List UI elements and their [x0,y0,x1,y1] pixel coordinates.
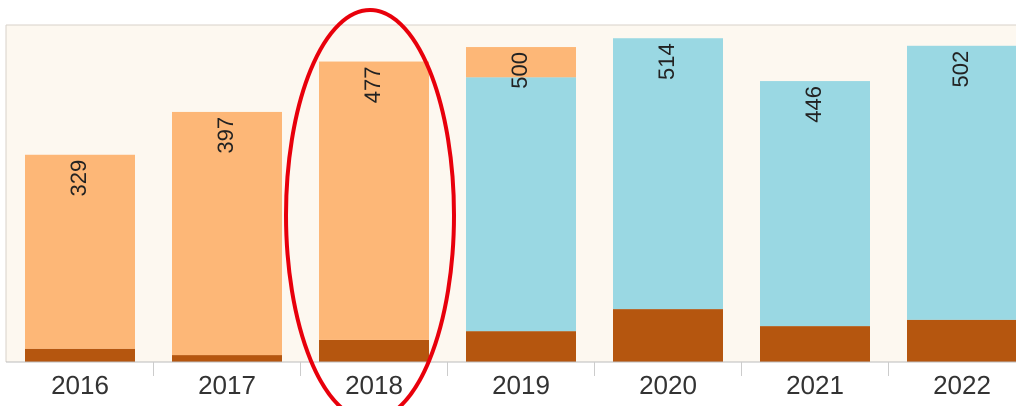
bar-segment [25,348,135,362]
bar-segment [466,47,576,78]
bar-segment [466,331,576,362]
bar-segment [172,355,282,362]
x-tick-label: 2019 [492,370,550,400]
bar-segment [466,77,576,332]
bar-segment [613,309,723,362]
bar-segment [907,45,1016,320]
highlight-circle [284,8,456,406]
bar-segment [760,326,870,362]
bar-segment [760,81,870,327]
marks [25,38,1016,362]
total-label: 502 [948,51,973,88]
total-label: 514 [654,43,679,80]
bar-segment [319,339,429,362]
x-tick-label: 2021 [786,370,844,400]
bar-segment [613,38,723,310]
x-tick-label: 2017 [198,370,256,400]
total-label: 500 [507,52,532,89]
x-tick-label: 2018 [345,370,403,400]
bar-segment [25,154,135,349]
x-tick-label: 2016 [51,370,109,400]
bar-segment [319,61,429,340]
total-label: 446 [801,86,826,123]
x-tick-label: 2020 [639,370,697,400]
total-label: 477 [360,67,385,104]
bar-segment [172,111,282,356]
total-label: 397 [213,117,238,154]
x-tick-label: 2022 [933,370,991,400]
total-label: 329 [66,160,91,197]
bar-segment [907,319,1016,362]
